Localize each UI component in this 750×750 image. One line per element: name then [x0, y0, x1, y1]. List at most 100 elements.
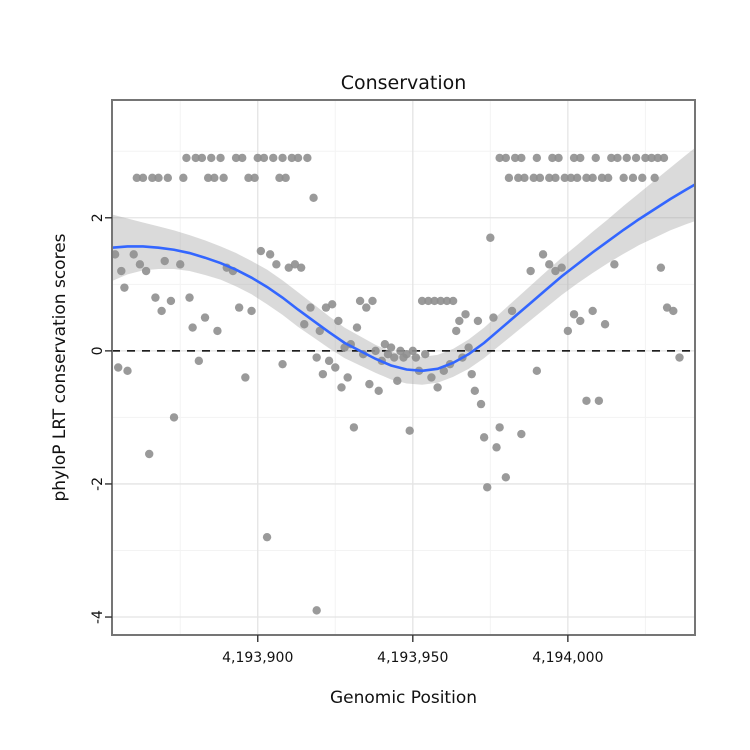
data-point — [622, 153, 631, 163]
data-point — [631, 153, 641, 163]
data-point — [312, 353, 321, 362]
data-point — [501, 473, 511, 482]
smooth-line — [112, 183, 695, 373]
data-point — [213, 326, 222, 336]
data-point — [675, 353, 684, 362]
data-point — [337, 383, 346, 392]
data-point — [470, 386, 480, 395]
x-tick-label: 4,194,000 — [532, 650, 603, 666]
data-point — [141, 266, 151, 276]
data-point — [334, 316, 343, 326]
data-point — [210, 173, 219, 183]
data-point — [545, 260, 554, 269]
data-point — [203, 173, 213, 183]
data-point — [548, 153, 557, 163]
data-point — [532, 366, 542, 376]
y-axis-label: phyloP LRT conservation scores — [50, 233, 70, 502]
data-point — [442, 296, 452, 306]
data-point — [281, 173, 290, 183]
data-point — [216, 153, 225, 163]
data-point — [219, 173, 228, 183]
data-point — [231, 153, 241, 163]
data-point — [510, 153, 520, 163]
data-point — [241, 373, 250, 382]
data-point — [486, 233, 495, 242]
data-point — [117, 266, 126, 276]
data-point — [483, 483, 492, 492]
data-point — [343, 373, 352, 382]
data-point — [405, 426, 414, 435]
data-point — [520, 173, 529, 183]
data-point — [160, 256, 169, 266]
data-point — [300, 320, 309, 329]
data-point — [368, 296, 377, 306]
data-point — [501, 153, 511, 163]
data-point — [293, 153, 303, 163]
data-point — [653, 153, 662, 163]
data-point — [191, 153, 200, 163]
data-point — [362, 303, 371, 312]
data-point — [284, 263, 293, 272]
data-point — [296, 263, 306, 272]
data-point — [427, 373, 436, 382]
data-point — [535, 173, 545, 183]
chart-title: Conservation — [340, 72, 467, 94]
data-point — [383, 349, 393, 359]
data-point — [197, 153, 207, 163]
data-point — [433, 383, 442, 392]
data-point — [569, 310, 579, 319]
data-point — [272, 260, 281, 269]
panel-border — [111, 99, 696, 636]
data-point — [495, 423, 504, 432]
data-point — [402, 349, 411, 359]
data-point — [262, 532, 272, 542]
data-point — [650, 173, 659, 183]
data-point — [194, 356, 204, 366]
data-point — [588, 173, 597, 183]
data-point — [321, 303, 331, 312]
data-point — [538, 250, 548, 259]
data-point — [489, 313, 498, 322]
data-point — [656, 263, 666, 272]
data-point — [365, 379, 374, 389]
data-point — [389, 353, 399, 362]
data-point — [250, 173, 259, 183]
data-point — [532, 153, 542, 163]
data-point — [393, 376, 402, 386]
data-point — [467, 369, 476, 379]
data-point — [247, 306, 256, 316]
data-point — [554, 153, 563, 163]
data-point — [355, 296, 365, 306]
data-point — [312, 606, 321, 615]
data-point — [495, 153, 504, 163]
data-point — [315, 326, 324, 336]
data-point — [588, 306, 597, 316]
data-point — [473, 316, 483, 326]
data-point — [287, 153, 297, 163]
data-point — [112, 250, 120, 259]
data-point — [265, 250, 275, 259]
data-point — [380, 340, 390, 349]
data-point — [306, 303, 315, 312]
data-point — [386, 343, 396, 352]
data-point — [154, 173, 163, 183]
data-point — [244, 173, 253, 183]
data-point — [157, 306, 166, 316]
data-point — [638, 173, 647, 183]
data-point — [145, 449, 154, 459]
data-point — [176, 260, 185, 269]
data-point — [417, 296, 427, 306]
data-point — [603, 173, 613, 183]
data-point — [607, 153, 616, 163]
data-point — [436, 296, 445, 306]
data-point — [594, 396, 604, 405]
data-point — [439, 366, 449, 376]
data-point — [132, 173, 142, 183]
data-point — [129, 250, 138, 259]
data-point — [135, 260, 145, 269]
data-point — [576, 153, 585, 163]
data-point — [207, 153, 216, 163]
data-point — [374, 386, 383, 395]
data-point — [517, 153, 526, 163]
data-point — [234, 303, 244, 312]
